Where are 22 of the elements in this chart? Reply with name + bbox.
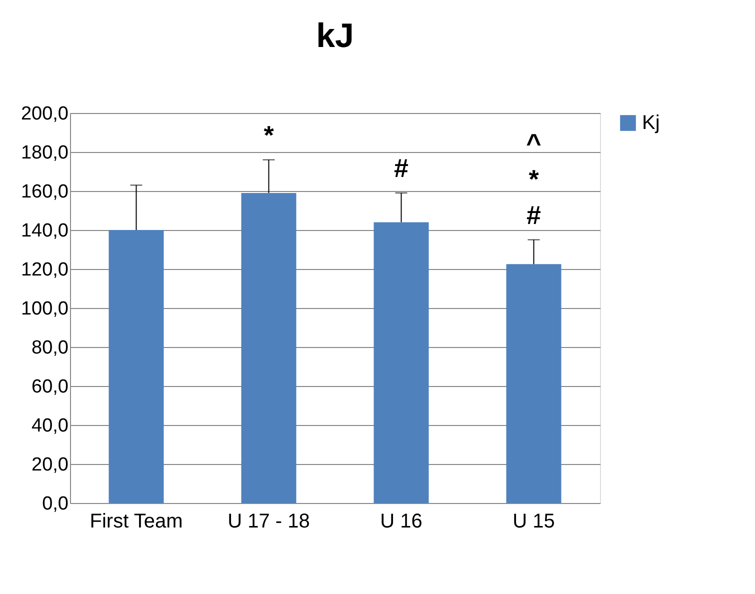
annotation: # [526, 200, 542, 230]
x-tick-label: U 15 [512, 510, 555, 532]
y-tick-label: 200,0 [20, 104, 68, 124]
y-tick-label: 20,0 [32, 454, 68, 476]
x-tick-label: First Team [90, 510, 183, 532]
annotation: * [528, 164, 540, 194]
y-tick-label: 40,0 [32, 416, 68, 436]
y-tick-label: 120,0 [20, 260, 68, 280]
y-tick-label: 60,0 [32, 376, 68, 398]
x-tick-label: U 16 [380, 510, 422, 532]
y-tick-label: 140,0 [20, 220, 68, 242]
annotation: # [394, 152, 410, 183]
y-tick-label: 160,0 [20, 182, 68, 202]
annotation: * [264, 120, 275, 150]
y-tick-label: 180,0 [20, 142, 68, 164]
legend-label: Kj [642, 112, 660, 134]
y-tick-label: 80,0 [32, 338, 68, 358]
x-tick-label: U 17 - 18 [228, 510, 310, 532]
y-tick-label: 0,0 [42, 494, 68, 514]
chart-title: kJ [316, 17, 354, 55]
annotation: ^ [526, 128, 542, 158]
y-tick-label: 100,0 [20, 298, 68, 320]
